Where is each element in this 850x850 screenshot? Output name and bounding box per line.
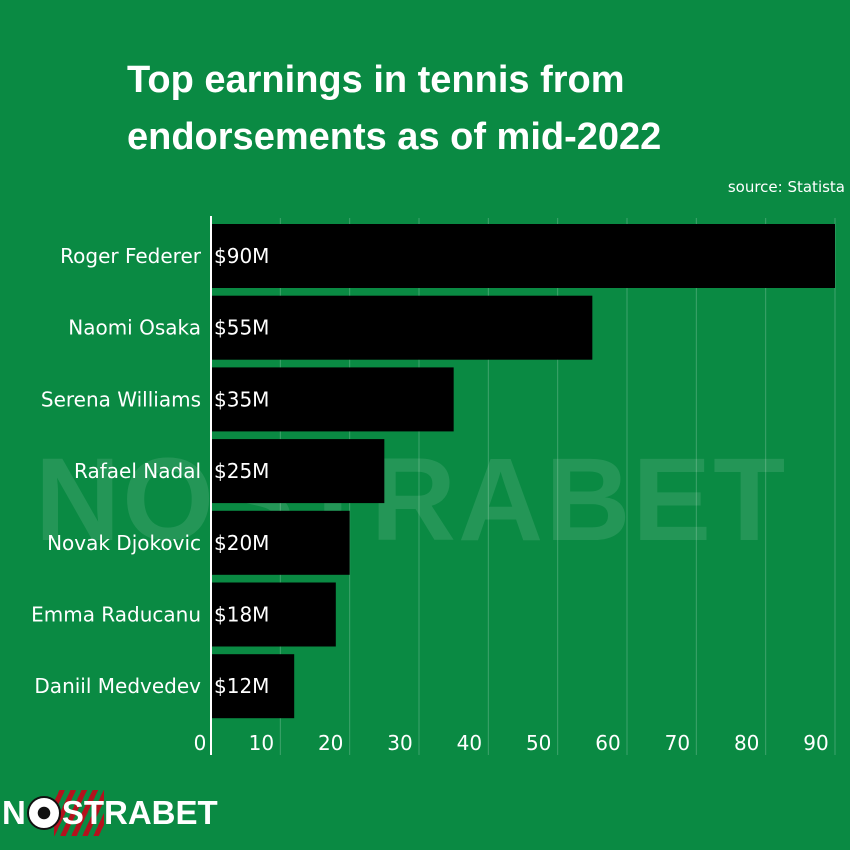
source-note: source: Statista [727,178,845,196]
data-label: $35M [214,387,269,411]
soccer-ball-icon [26,796,61,830]
watermark: NOSTRABET [35,434,788,566]
x-tick-label: 0 [194,731,207,755]
x-tick-label: 80 [734,731,759,755]
data-label: $25M [214,459,269,483]
x-tick-label: 30 [387,731,412,755]
logo-text-end: STRABET [61,794,218,831]
x-tick-label: 50 [526,731,551,755]
category-label: Rafael Nadal [74,459,201,483]
x-tick-label: 90 [803,731,828,755]
chart-title: Top earnings in tennis from endorsements… [127,59,662,158]
x-tick-label: 40 [457,731,482,755]
brand-logo: N STRABET [2,790,218,836]
data-label: $55M [214,316,269,340]
x-tick-label: 60 [595,731,620,755]
data-label: $90M [214,244,269,268]
data-label: $12M [214,674,269,698]
category-label: Serena Williams [41,387,201,411]
category-label: Daniil Medvedev [34,674,201,698]
bar [211,510,350,575]
x-tick-label: 10 [249,731,274,755]
x-tick-label: 20 [318,731,343,755]
x-tick-label: 70 [665,731,690,755]
bar [211,582,336,647]
category-label: Roger Federer [60,244,202,268]
data-label: $18M [214,603,269,627]
category-label: Naomi Osaka [68,316,201,340]
bar [211,439,385,504]
category-label: Novak Djokovic [47,531,201,555]
bar [211,654,295,719]
logo-stripes [54,790,104,836]
bar [211,224,835,288]
category-label: Emma Raducanu [31,603,201,627]
logo-text-start: N [2,794,26,831]
data-label: $20M [214,531,269,555]
bar [211,295,593,360]
bar [211,367,454,432]
